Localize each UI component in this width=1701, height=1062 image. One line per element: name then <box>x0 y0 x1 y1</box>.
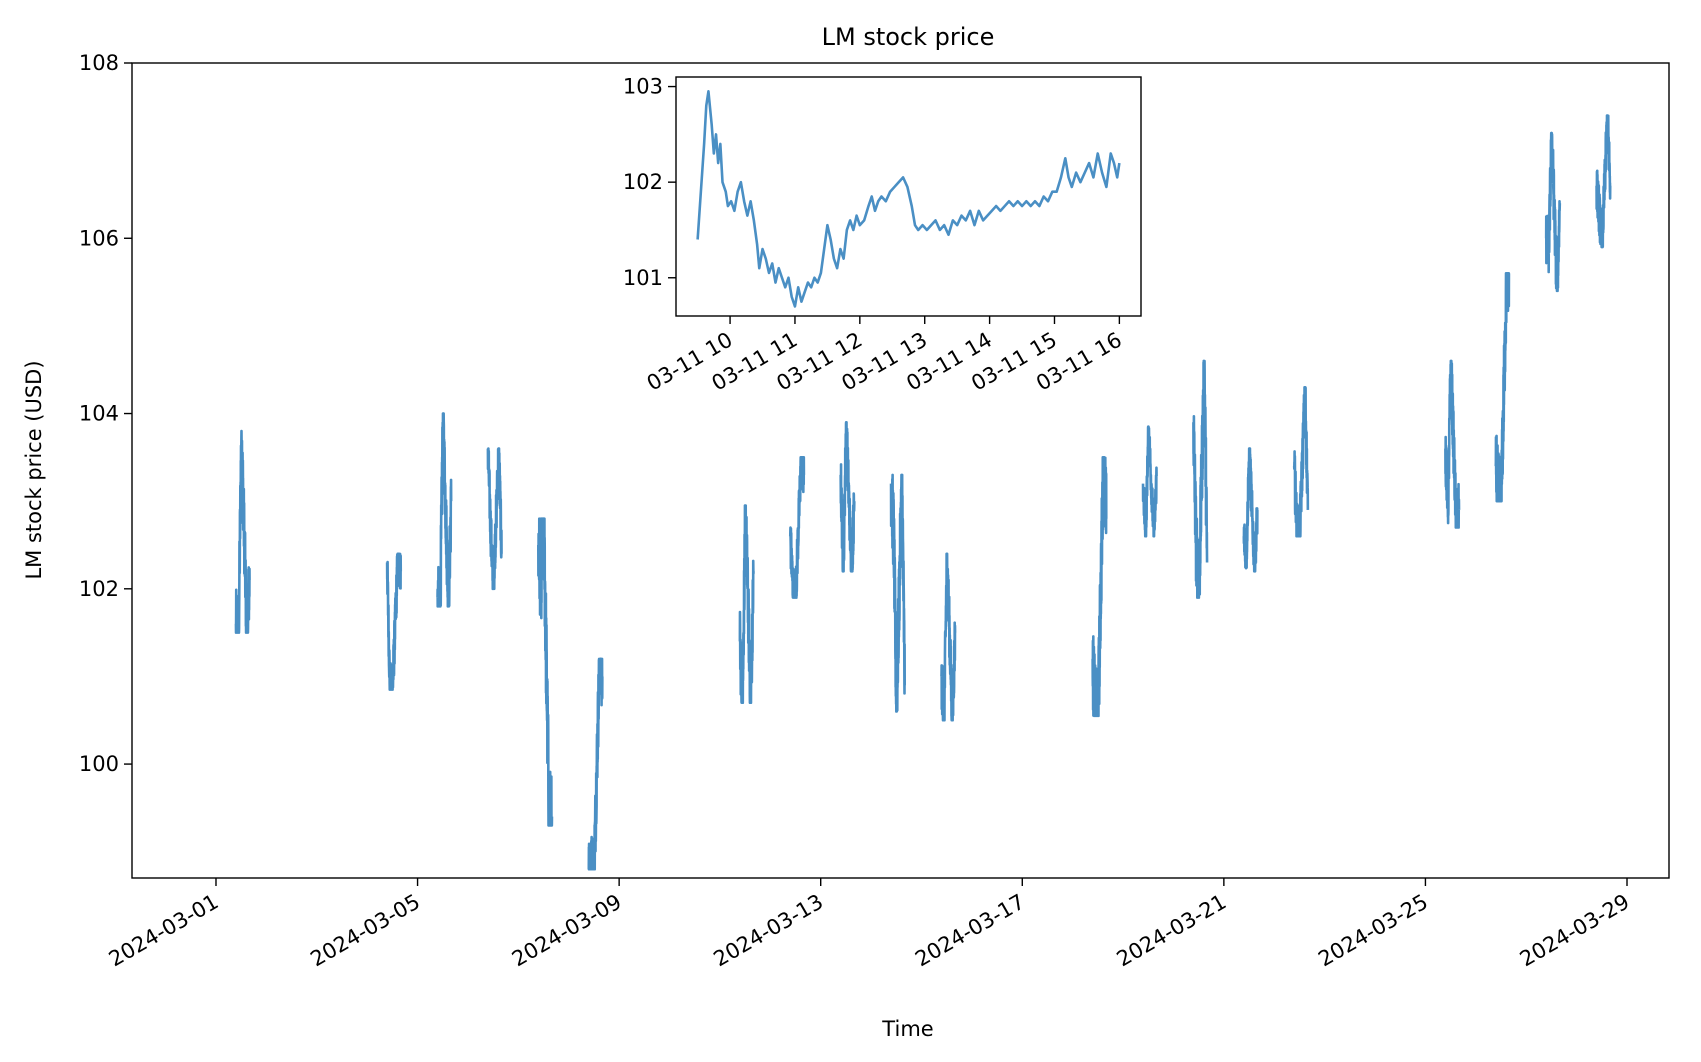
price-session-2024-03-12 <box>788 456 806 599</box>
price-session-2024-03-15 <box>940 552 957 722</box>
price-session-2024-03-21 <box>1242 447 1259 573</box>
main-y-axis-ticks: 100 102 104 106 108 <box>79 51 132 776</box>
inset-y-tick-label: 101 <box>623 266 663 290</box>
x-axis-label: Time <box>881 1017 933 1041</box>
price-session-2024-03-07 <box>537 517 554 827</box>
y-tick-label: 102 <box>79 577 119 601</box>
price-session-2024-03-19 <box>1141 425 1158 538</box>
y-tick-label: 106 <box>79 226 119 250</box>
price-session-2024-03-05 <box>436 412 453 608</box>
price-session-2024-03-18 <box>1091 456 1108 718</box>
price-session-2024-03-25 <box>1444 359 1461 529</box>
inset-plot-frame <box>675 76 1142 317</box>
price-session-2024-03-08 <box>587 657 604 871</box>
price-session-2024-03-22 <box>1292 385 1310 538</box>
inset-y-axis-ticks: 101 102 103 <box>623 75 676 290</box>
chart-title: LM stock price <box>822 23 995 51</box>
price-session-2024-03-28 <box>1595 114 1612 249</box>
y-tick-label: 100 <box>79 752 119 776</box>
y-tick-label: 108 <box>79 51 119 75</box>
price-session-2024-03-20 <box>1192 359 1209 599</box>
price-session-2024-03-04 <box>385 552 403 691</box>
price-session-2024-03-14 <box>889 473 906 713</box>
inset-y-tick-label: 102 <box>623 170 663 194</box>
price-session-2024-03-01 <box>234 429 251 634</box>
y-axis-label: LM stock price (USD) <box>22 360 46 579</box>
price-session-2024-03-26 <box>1494 272 1511 503</box>
price-session-2024-03-27 <box>1544 131 1562 293</box>
inset-price-line <box>696 90 1121 308</box>
price-session-2024-03-11 <box>738 504 755 705</box>
main-price-series <box>234 114 1612 871</box>
price-session-2024-03-13 <box>839 421 856 573</box>
inset-y-tick-label: 103 <box>623 75 663 99</box>
inset-price-series <box>696 90 1121 308</box>
price-session-2024-03-06 <box>486 447 503 591</box>
y-tick-label: 104 <box>79 402 119 426</box>
main-plot-frame <box>131 62 1670 879</box>
